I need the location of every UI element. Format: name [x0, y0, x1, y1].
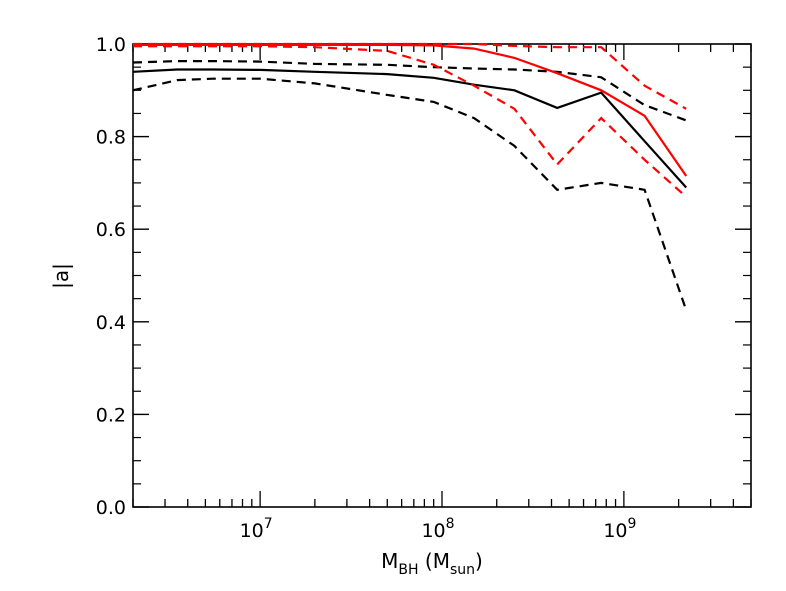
x-tick-label: 108 [421, 516, 454, 542]
series-line-3 [133, 43, 688, 177]
series-line-2 [133, 77, 688, 311]
y-tick-label: 1.0 [96, 34, 126, 56]
y-tick-label: 0.2 [96, 404, 126, 426]
x-tick-label: 107 [240, 516, 273, 542]
series-line-1 [133, 59, 687, 122]
x-tick-label: 109 [603, 516, 636, 542]
y-tick-label: 0.6 [96, 219, 126, 241]
y-tick-label: 0.0 [96, 497, 126, 519]
series-line-5 [133, 45, 687, 198]
y-axis-label: |a| [49, 263, 73, 289]
x-axis-label: MBH (Msun) [381, 549, 483, 578]
series-line-4 [133, 42, 687, 110]
x-tick-labels: 107 108 109 [240, 516, 637, 542]
axis-ticks [132, 43, 752, 508]
plot-frame [132, 43, 752, 508]
y-tick-label: 0.4 [96, 312, 126, 334]
y-tick-label: 0.8 [96, 127, 126, 149]
series-layer [133, 42, 688, 311]
series-line-0 [133, 68, 688, 189]
y-tick-labels: 0.0 0.2 0.4 0.6 0.8 1.0 [96, 34, 126, 519]
